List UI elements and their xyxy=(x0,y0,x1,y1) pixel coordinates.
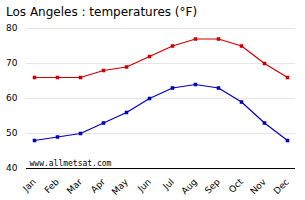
svg-text:Mar: Mar xyxy=(65,176,84,195)
svg-text:40: 40 xyxy=(6,163,18,173)
svg-text:50: 50 xyxy=(6,128,18,138)
svg-text:Apr: Apr xyxy=(89,177,107,195)
svg-text:Nov: Nov xyxy=(248,176,268,196)
svg-text:Jun: Jun xyxy=(135,177,153,195)
svg-text:www.allmetsat.com: www.allmetsat.com xyxy=(30,159,112,168)
svg-text:80: 80 xyxy=(6,23,18,33)
svg-text:Jan: Jan xyxy=(20,177,38,195)
svg-text:Sep: Sep xyxy=(203,177,222,196)
svg-text:Aug: Aug xyxy=(179,177,199,196)
svg-text:60: 60 xyxy=(6,93,18,103)
svg-text:Oct: Oct xyxy=(227,176,245,194)
svg-text:Dec: Dec xyxy=(272,177,291,196)
svg-text:Jul: Jul xyxy=(160,177,175,192)
svg-text:May: May xyxy=(110,176,131,196)
html-text:Los Angeles : temperatures (°F: Los Angeles : temperatures (°F) xyxy=(6,5,198,19)
svg-text:70: 70 xyxy=(6,58,18,68)
svg-text:Feb: Feb xyxy=(43,177,62,196)
